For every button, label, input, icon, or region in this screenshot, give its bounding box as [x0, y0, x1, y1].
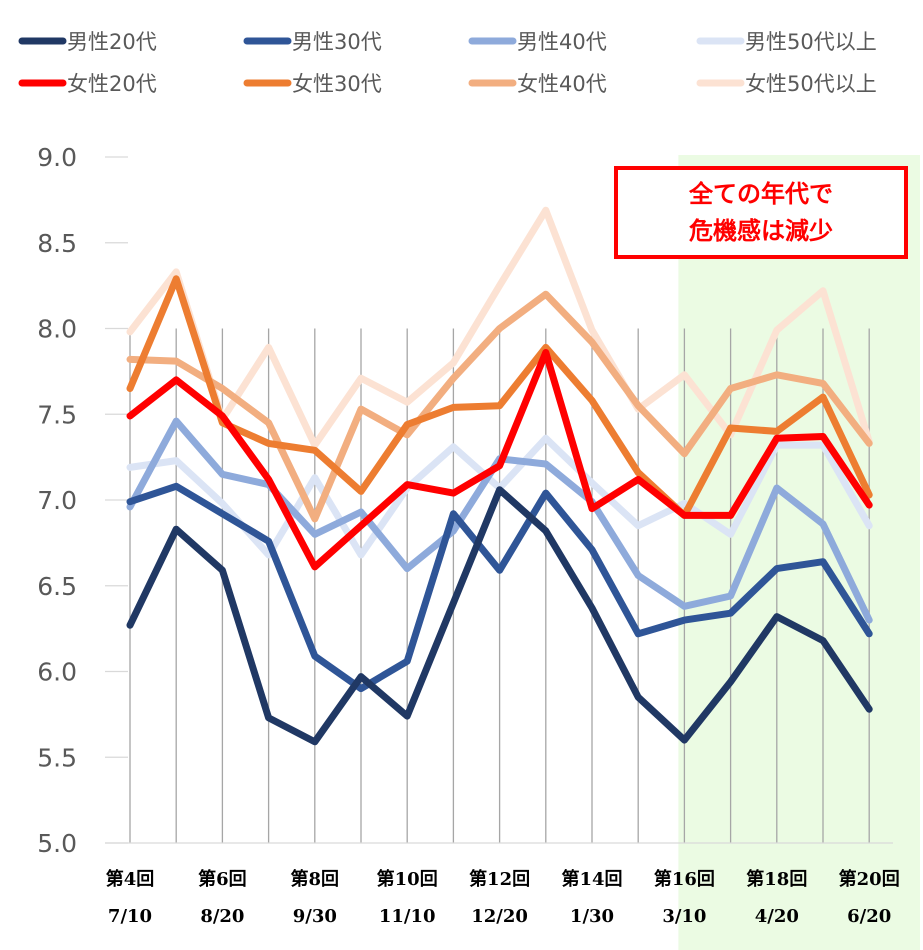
legend-label: 女性50代以上: [745, 72, 877, 96]
series-line: [126, 482, 873, 693]
x-tick-label: 第8回: [291, 868, 340, 890]
x-date-label: 1/30: [570, 906, 614, 927]
x-tick-label: 第10回: [377, 868, 438, 890]
y-tick-label: 5.0: [37, 829, 77, 858]
legend-label: 男性50代以上: [745, 30, 877, 54]
x-date-label: 12/20: [471, 906, 528, 927]
y-tick-label: 7.5: [37, 400, 77, 429]
legend-label: 女性30代: [292, 72, 382, 96]
highlight-region: [678, 155, 920, 950]
series-line: [126, 290, 873, 523]
legend-label: 男性20代: [67, 30, 157, 54]
y-tick-label: 5.5: [37, 743, 77, 772]
annotation-box: 全ての年代で 危機感は減少: [614, 166, 908, 259]
x-tick-label: 第4回: [106, 868, 155, 890]
x-date-label: 4/20: [755, 906, 799, 927]
legend-label: 女性40代: [517, 72, 607, 96]
x-date-label: 9/30: [293, 906, 337, 927]
y-tick-label: 7.0: [37, 486, 77, 515]
series-line: [126, 275, 873, 519]
y-tick-label: 8.0: [37, 315, 77, 344]
x-tick-label: 第20回: [839, 868, 900, 890]
x-tick-label: 第14回: [561, 868, 622, 890]
x-date-label: 8/20: [200, 906, 244, 927]
y-tick-label: 6.0: [37, 658, 77, 687]
x-tick-label: 第6回: [198, 868, 247, 890]
x-date-label: 11/10: [379, 906, 436, 927]
x-tick-label: 第18回: [746, 868, 807, 890]
y-tick-label: 8.5: [37, 229, 77, 258]
y-tick-label: 6.5: [37, 572, 77, 601]
annotation-border: [614, 166, 908, 259]
x-date-label: 3/10: [662, 906, 706, 927]
x-date-label: 7/10: [108, 906, 152, 927]
x-date-label: 6/20: [847, 906, 891, 927]
x-axis: 第4回 7/10 第6回 8/20 第8回 9/30 第10回 11/10 第12回 12/20 第…: [106, 868, 900, 927]
series-line: [126, 206, 873, 449]
legend-label: 男性40代: [517, 30, 607, 54]
annotation-line-1: 全ての年代で: [688, 180, 833, 208]
legend-label: 男性30代: [292, 30, 382, 54]
x-tick-label: 第16回: [654, 868, 715, 890]
series-lines: [126, 206, 873, 746]
annotation-line-2: 危機感は減少: [689, 217, 833, 245]
y-axis: 5.0 5.5 6.0 6.5 7.0 7.5 8.0 8.5 9.0: [37, 143, 128, 858]
series-line: [126, 486, 873, 746]
series-line: [126, 349, 873, 571]
x-tick-label: 第12回: [469, 868, 530, 890]
y-tick-label: 9.0: [37, 143, 77, 172]
legend-label: 女性20代: [67, 72, 157, 96]
